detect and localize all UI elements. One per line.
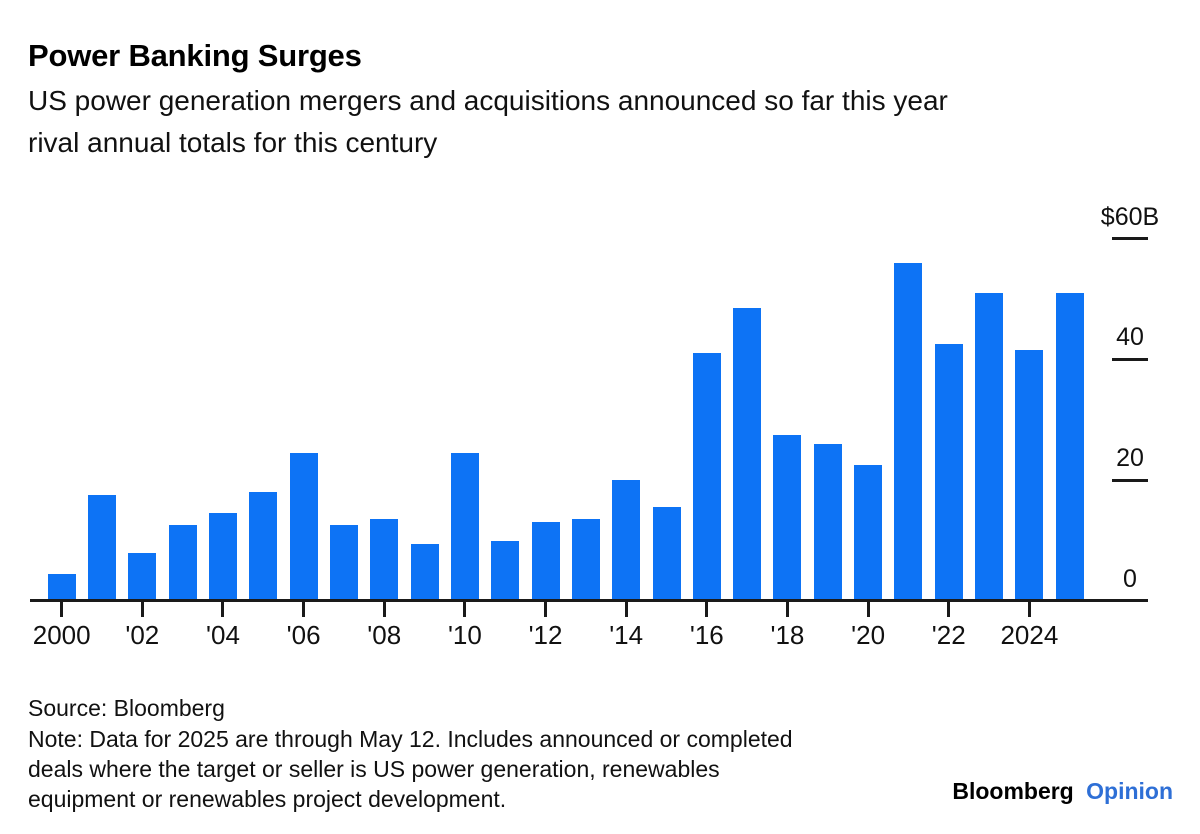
- x-tick-label-2024: 2024: [1000, 620, 1059, 650]
- x-tick-label-02: '02: [125, 620, 160, 650]
- y-tick-label-0: 0: [1123, 565, 1137, 593]
- bar-2013: [571, 519, 600, 601]
- y-tick-mark-40: [1112, 357, 1148, 361]
- text-line: deals where the target or seller is US p…: [28, 756, 720, 782]
- x-tick-label-22: '22: [931, 620, 966, 650]
- x-tick-mark-22: [947, 602, 951, 617]
- x-tick-mark-2024: [1027, 602, 1031, 617]
- opinion-wordmark: Opinion: [1086, 778, 1173, 804]
- x-tick-label-2000: 2000: [32, 620, 91, 650]
- bar-2021: [894, 262, 923, 601]
- x-tick-label-06: '06: [286, 620, 321, 650]
- text-line: US power generation mergers and acquisit…: [28, 85, 948, 116]
- x-tick-label-16: '16: [689, 620, 724, 650]
- x-tick-mark-14: [624, 602, 628, 617]
- bar-2014: [612, 480, 641, 601]
- bar-2018: [773, 434, 802, 601]
- x-tick-mark-16: [705, 602, 709, 617]
- y-tick-label-20: 20: [1116, 444, 1144, 473]
- bar-2023: [975, 292, 1004, 601]
- x-tick-label-08: '08: [367, 620, 402, 650]
- bar-2024: [1015, 350, 1044, 601]
- source-text: Source: Bloomberg: [28, 695, 225, 721]
- text-line: rival annual totals for this century: [28, 127, 438, 158]
- x-tick-label-20: '20: [851, 620, 886, 650]
- bar-2012: [531, 522, 560, 601]
- bar-2002: [128, 552, 157, 601]
- bar-2025: [1055, 292, 1084, 601]
- bar-2011: [491, 540, 520, 601]
- x-tick-label-10: '10: [447, 620, 482, 650]
- x-tick-mark-06: [302, 602, 306, 617]
- y-tick-mark-60: [1112, 237, 1148, 240]
- bar-2019: [813, 443, 842, 601]
- bar-2007: [329, 525, 358, 601]
- x-tick-mark-04: [221, 602, 225, 617]
- chart-title: Power Banking Surges: [28, 38, 362, 73]
- bar-2005: [249, 492, 278, 601]
- y-tick-mark-20: [1112, 478, 1148, 482]
- bar-2017: [733, 307, 762, 601]
- bar-2010: [450, 452, 479, 601]
- bar-2004: [208, 513, 237, 601]
- bar-2009: [410, 543, 439, 601]
- y-tick-label-60: $60B: [1100, 202, 1160, 231]
- chart-subtitle: US power generation mergers and acquisit…: [28, 80, 948, 164]
- bar-2022: [934, 344, 963, 601]
- bar-2006: [289, 452, 318, 601]
- bar-2016: [692, 353, 721, 601]
- y-tick-label-40: 40: [1116, 323, 1144, 352]
- x-tick-mark-02: [140, 602, 144, 617]
- x-tick-label-18: '18: [770, 620, 805, 650]
- bar-2003: [168, 525, 197, 601]
- x-tick-mark-2000: [60, 602, 64, 617]
- x-tick-mark-20: [866, 602, 870, 617]
- text-line: Note: Data for 2025 are through May 12. …: [28, 726, 793, 752]
- bar-2020: [854, 465, 883, 601]
- x-tick-label-04: '04: [206, 620, 240, 650]
- bar-2008: [370, 519, 399, 601]
- x-tick-label-14: '14: [609, 620, 644, 650]
- bloomberg-wordmark: Bloomberg: [952, 778, 1074, 804]
- note-text: Note: Data for 2025 are through May 12. …: [28, 724, 793, 814]
- bloomberg-opinion-logo: Bloomberg Opinion: [952, 778, 1173, 805]
- x-tick-mark-12: [544, 602, 548, 617]
- x-axis-line: [30, 599, 1148, 602]
- bar-2015: [652, 507, 681, 601]
- x-tick-mark-08: [382, 602, 386, 617]
- x-tick-label-12: '12: [528, 620, 563, 650]
- bar-2000: [47, 573, 76, 601]
- text-line: equipment or renewables project developm…: [28, 786, 507, 812]
- x-tick-mark-10: [463, 602, 467, 617]
- bar-2001: [88, 495, 117, 601]
- x-tick-mark-18: [785, 602, 789, 617]
